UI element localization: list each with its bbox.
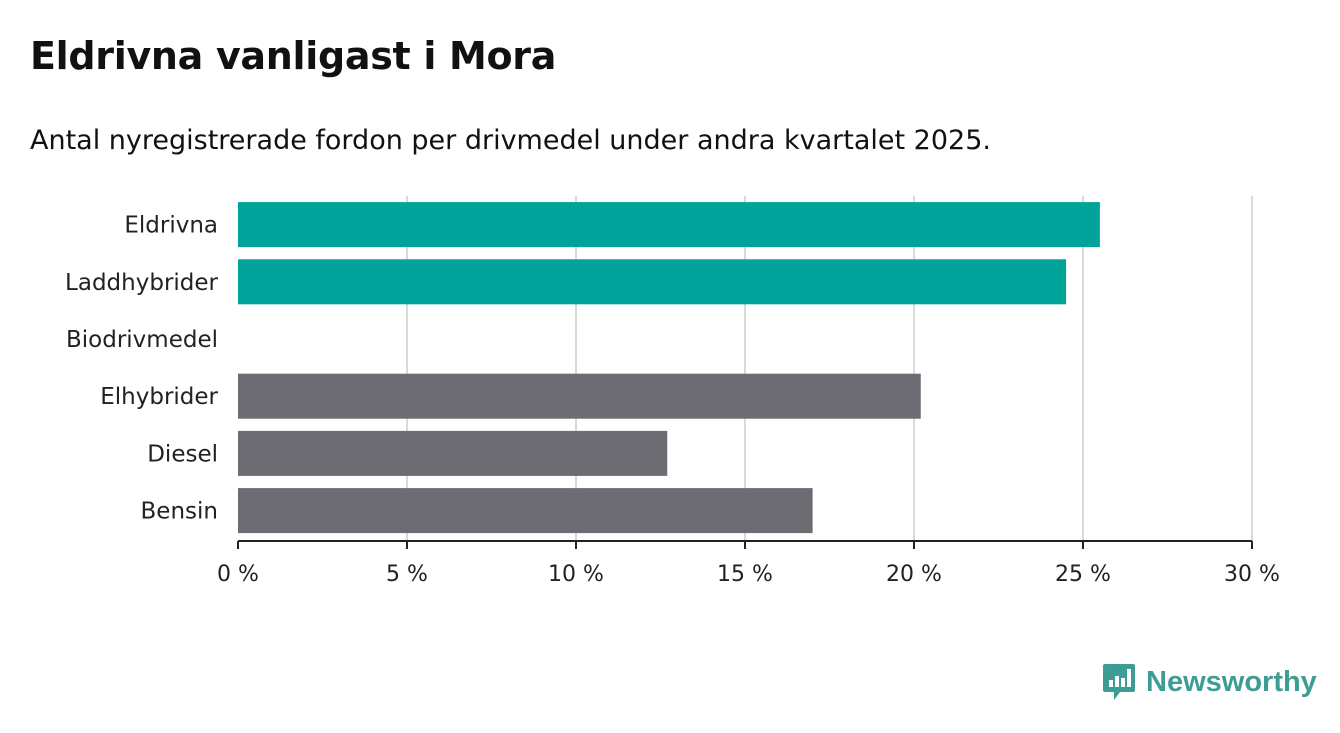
category-labels: Eldrivna Laddhybrider Biodrivmedel Elhybrid… bbox=[65, 213, 218, 525]
bar bbox=[238, 430, 668, 476]
category-label: Elhybrider bbox=[100, 384, 218, 410]
category-label: Laddhybrider bbox=[65, 270, 218, 296]
category-label: Bensin bbox=[141, 499, 218, 525]
brand-logo: Newsworthy bbox=[1102, 662, 1317, 702]
x-tick-label: 5 % bbox=[386, 562, 428, 587]
bar bbox=[238, 488, 813, 534]
category-label: Diesel bbox=[147, 441, 218, 467]
category-label: Eldrivna bbox=[124, 213, 218, 239]
bar bbox=[238, 373, 921, 419]
brand-name: Newsworthy bbox=[1146, 665, 1317, 698]
x-tick-label: 0 % bbox=[217, 562, 259, 587]
x-tick-label: 20 % bbox=[886, 562, 942, 587]
chart-subtitle: Antal nyregistrerade fordon per drivmede… bbox=[30, 125, 991, 156]
category-label: Biodrivmedel bbox=[66, 327, 218, 353]
bars bbox=[238, 202, 1100, 534]
x-axis: 0 % 5 % 10 % 15 % 20 % 25 % 30 % bbox=[217, 540, 1280, 587]
bar-chart-speech-bubble-icon bbox=[1103, 664, 1135, 700]
bar bbox=[238, 202, 1100, 248]
x-tick-label: 25 % bbox=[1055, 562, 1111, 587]
bar bbox=[238, 259, 1067, 305]
grid-lines bbox=[406, 196, 1253, 541]
x-tick-label: 15 % bbox=[717, 562, 773, 587]
chart-title: Eldrivna vanligast i Mora bbox=[30, 34, 557, 78]
x-tick-label: 30 % bbox=[1224, 562, 1280, 587]
x-tick-label: 10 % bbox=[548, 562, 604, 587]
